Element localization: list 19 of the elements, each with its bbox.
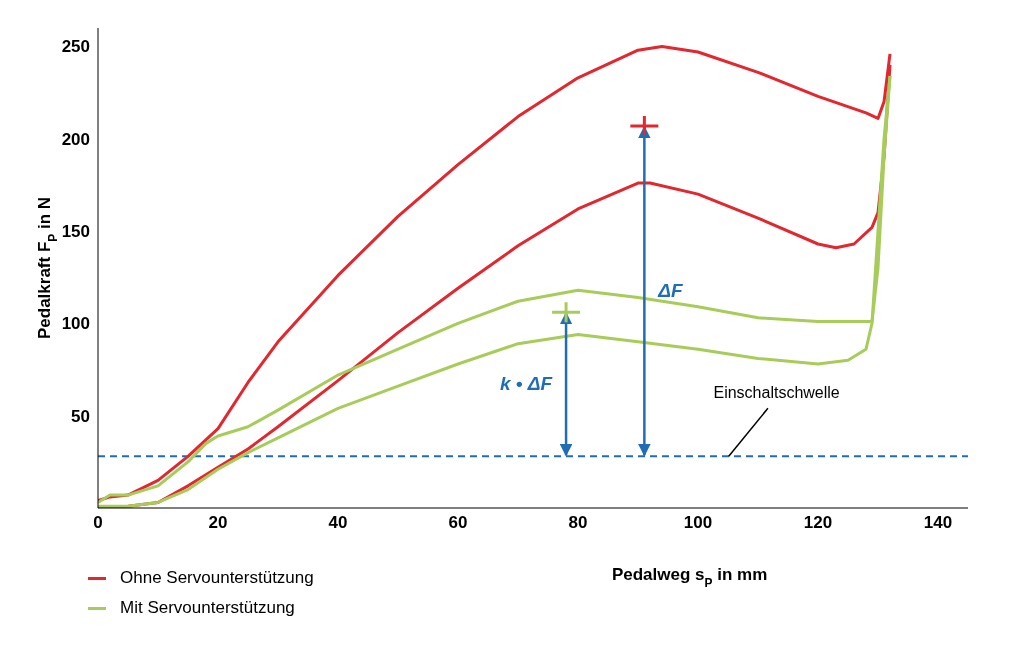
x-axis-title: Pedalweg s$_{P}$ in mm (611, 565, 768, 590)
x-tick-label: 120 (803, 513, 833, 533)
legend-label: Ohne Servounterstützung (120, 567, 314, 589)
x-tick-label: 20 (208, 513, 228, 533)
annotation: k • ΔF (499, 373, 554, 395)
y-tick-label: 250 (61, 37, 90, 57)
y-tick-label: 150 (61, 222, 90, 242)
legend-label: Mit Servounterstützung (120, 597, 295, 619)
y-tick-label: 200 (61, 129, 90, 149)
y-tick-label: 50 (71, 406, 90, 426)
x-tick-label: 80 (568, 513, 588, 533)
x-tick-label: 100 (683, 513, 713, 533)
x-tick-label: 40 (328, 513, 348, 533)
x-tick-label: 0 (93, 513, 103, 533)
y-tick-label: 100 (61, 314, 90, 334)
x-tick-label: 60 (448, 513, 468, 533)
x-tick-label: 140 (923, 513, 953, 533)
ref-line-label: Einschaltschwelle (713, 384, 840, 402)
annotation: ΔF (657, 280, 685, 302)
